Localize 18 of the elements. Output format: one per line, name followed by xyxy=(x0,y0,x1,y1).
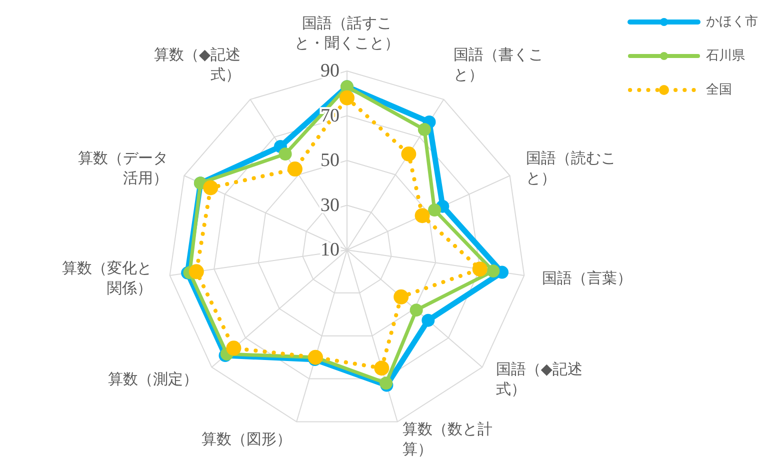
y-tick-label: 90 xyxy=(320,60,340,82)
spoke-label: 国語（話すこと・聞くこと） xyxy=(294,14,400,52)
spoke-label: 算数（データ活用） xyxy=(78,149,168,188)
text: 石川県 xyxy=(706,48,745,64)
spoke-label: 国語（書くこと） xyxy=(454,45,544,84)
spoke-label: 算数（測定） xyxy=(108,370,198,388)
spoke-label: 算数（図形） xyxy=(202,430,292,448)
spoke-label: 国語（読むこと） xyxy=(526,149,616,188)
y-tick-label: 30 xyxy=(320,194,340,216)
spoke-label: 国語（◆記述式） xyxy=(496,360,582,398)
spoke-label: 算数（数と計算） xyxy=(402,420,492,458)
spoke-label: 算数（変化と関係） xyxy=(62,259,152,298)
y-tick-label: 10 xyxy=(320,240,340,260)
y-tick-label: 50 xyxy=(320,150,340,171)
text: 全国 xyxy=(706,82,732,98)
spoke-label: 国語（言葉） xyxy=(542,269,632,288)
text: かほく市 xyxy=(706,14,758,30)
spoke-label: 算数（◆記述式） xyxy=(154,45,240,84)
